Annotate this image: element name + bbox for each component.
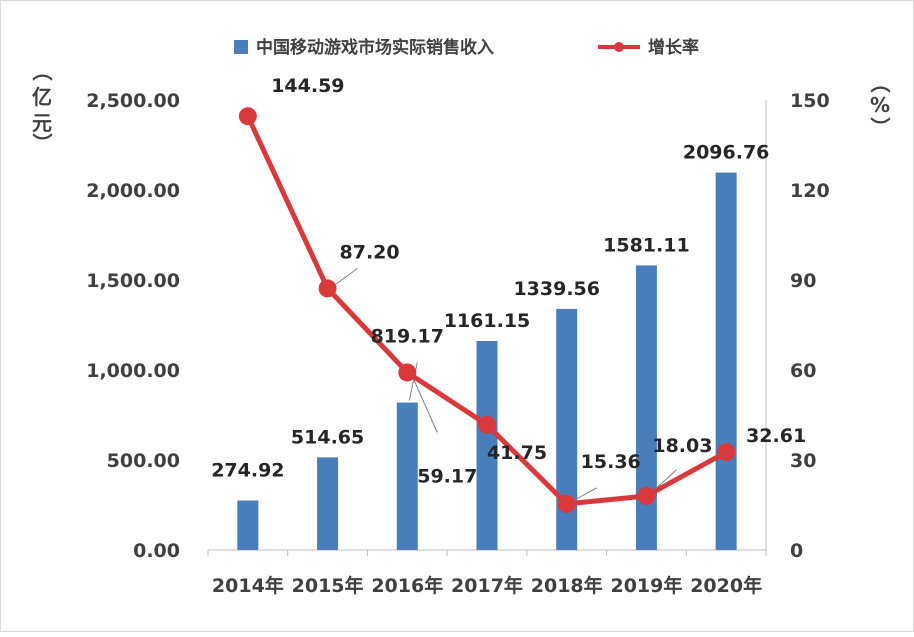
bar [715,172,737,551]
bar [317,457,339,550]
bar-data-label: 1581.11 [603,234,690,256]
line-point [318,279,337,298]
line-data-label: 15.36 [581,451,641,473]
line-data-label: 87.20 [340,241,400,263]
x-tick-label: 2017年 [451,574,523,597]
x-tick-label: 2020年 [690,574,762,597]
line-data-label: 32.61 [746,425,806,447]
y-right-tick-label: 0 [790,540,803,562]
x-tick-label: 2015年 [292,574,364,597]
line-data-label: 144.59 [271,75,344,97]
y-right-tick-label: 120 [790,180,830,202]
line-series [238,107,736,513]
line-point [398,363,417,382]
y-right-tick-label: 30 [790,450,816,472]
x-tick-label: 2014年 [212,574,284,597]
x-tick-label: 2019年 [610,574,682,597]
y-left-tick-label: 1,000.00 [86,360,180,382]
y-right-tick-label: 60 [790,360,816,382]
y-right-unit-char: % [870,93,890,117]
bar-data-label: 514.65 [291,426,364,448]
bar [476,340,498,550]
line-point [717,443,736,462]
bar [396,402,418,550]
leader-line [412,378,438,433]
leader-line [408,362,418,401]
y-left-tick-label: 0.00 [133,540,180,562]
y-right-unit-label: （%） [868,73,892,137]
line-data-label: 59.17 [417,465,477,487]
y-left-unit-char: 亿 [32,85,52,109]
line-data-label: 18.03 [652,435,712,457]
y-left-tick-label: 2,500.00 [86,90,180,112]
y-right-tick-label: 90 [790,270,816,292]
y-right-unit-char: （ [868,73,892,93]
y-left-unit-char: （ [30,61,54,81]
bar-data-label: 1339.56 [513,278,600,300]
x-tick-label: 2016年 [371,574,443,597]
x-tick-label: 2018年 [531,574,603,597]
leader-line [654,469,677,491]
bar-data-label: 819.17 [371,326,444,348]
legend: 中国移动游戏市场实际销售收入 增长率 [234,37,699,58]
bar [556,308,578,550]
legend-label-bar: 中国移动游戏市场实际销售收入 [256,37,494,58]
y-left-tick-label: 500.00 [107,450,180,472]
axes: 0.00 500.00 1,000.00 1,500.00 2,000.00 2,500.… [86,90,829,597]
y-left-unit-label: （ 亿元） [30,61,54,153]
bar-data-label: 1161.15 [444,310,531,332]
line-data-label: 41.75 [487,442,547,464]
legend-swatch-marker [614,42,624,52]
y-left-tick-label: 2,000.00 [86,180,180,202]
bar-data-label: 274.92 [211,460,284,482]
y-right-tick-label: 150 [790,90,830,112]
leader-line [335,267,358,285]
line-point [557,494,576,513]
line-point [478,415,496,434]
legend-label-line: 增长率 [648,37,699,58]
y-left-tick-label: 1,500.00 [86,270,180,292]
leader-lines [335,267,677,501]
y-left-unit-char: ） [30,133,54,153]
line-point [637,486,656,505]
bar [635,265,657,550]
y-left-unit-char: 元 [32,111,52,135]
leader-line [574,487,597,501]
line-point [238,107,257,126]
bar-data-label: 2096.76 [683,142,770,164]
bar [237,500,259,550]
legend-swatch-bar [234,40,248,54]
y-right-unit-char: ） [868,117,892,137]
